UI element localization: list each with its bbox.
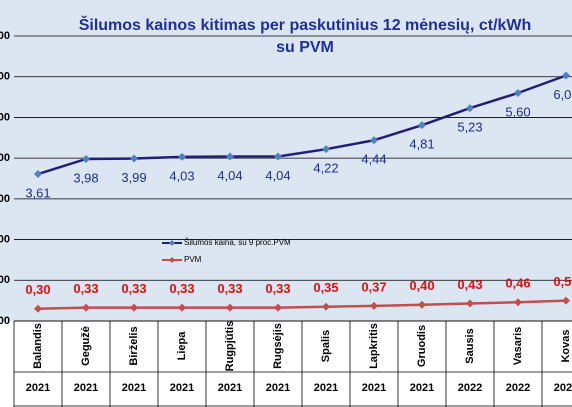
point	[82, 154, 90, 163]
x-tick-label: Gruodis	[416, 325, 428, 367]
y-tick-label: 0,00	[0, 315, 10, 327]
point	[226, 303, 234, 312]
point	[562, 296, 570, 305]
data-label: 0,40	[409, 278, 434, 293]
x-tick-label: Rugpjūtis	[224, 321, 236, 372]
chart-title: su PVM	[276, 39, 334, 56]
point	[178, 152, 186, 161]
point	[82, 303, 90, 312]
y-tick-label: 6,00	[0, 71, 10, 83]
point	[370, 301, 378, 310]
data-label: 0,50	[553, 274, 572, 289]
data-label: 0,30	[25, 282, 50, 297]
y-tick-label: 3,00	[0, 193, 10, 205]
data-label: 3,98	[73, 170, 98, 185]
year-label: 2021	[122, 382, 146, 394]
data-label: 4,04	[217, 168, 242, 183]
chart-title: Šilumos kainos kitimas per paskutinius 1…	[79, 15, 532, 34]
x-tick-label: Gegužė	[80, 326, 92, 366]
year-label: 2021	[218, 382, 242, 394]
point	[130, 303, 138, 312]
year-label: 2021	[170, 382, 194, 394]
x-tick-label: Vasaris	[512, 327, 524, 366]
x-tick-label: Liepa	[176, 331, 188, 361]
point	[466, 299, 474, 308]
data-label: 0,35	[313, 280, 338, 295]
data-label: 4,22	[313, 161, 338, 176]
plot-area	[0, 0, 572, 321]
y-tick-label: 5,00	[0, 111, 10, 123]
data-label: 0,33	[121, 281, 146, 296]
data-label: 4,03	[169, 168, 194, 183]
point	[466, 104, 474, 113]
point	[514, 89, 522, 97]
year-label: 2021	[314, 382, 338, 394]
point	[418, 121, 426, 130]
data-label: 4,04	[265, 168, 290, 183]
data-label: 0,37	[361, 279, 386, 294]
data-label: 0,33	[217, 281, 242, 296]
point	[418, 300, 426, 309]
x-tick-label: Spalis	[320, 330, 332, 362]
y-tick-label: 2,00	[0, 233, 10, 245]
data-label: 3,61	[25, 185, 50, 200]
data-label: 5,23	[457, 120, 482, 135]
point	[322, 302, 330, 311]
series-line	[37, 299, 567, 311]
legend-label: Šilumos kaina, su 9 proc.PVM	[184, 238, 291, 247]
point	[34, 304, 42, 313]
year-label: 2022	[506, 382, 530, 394]
data-label: 6,03	[553, 87, 572, 102]
point	[274, 303, 282, 312]
point	[178, 303, 186, 312]
x-tick-label: Kovas	[560, 329, 572, 362]
data-label: 4,44	[361, 152, 386, 167]
point	[322, 145, 330, 154]
data-label: 0,43	[457, 277, 482, 292]
point	[274, 152, 282, 161]
data-label: 4,81	[409, 137, 434, 152]
point	[34, 170, 42, 179]
year-label: 2021	[74, 382, 98, 394]
data-label: 0,33	[265, 281, 290, 296]
data-label: 3,99	[121, 170, 146, 185]
y-tick-label: 1,00	[0, 274, 10, 286]
point	[226, 152, 234, 161]
data-label: 0,46	[505, 276, 530, 291]
year-label: 2022	[554, 382, 572, 394]
data-label: 5,60	[505, 104, 530, 119]
y-tick-label: 7,00	[0, 30, 10, 42]
x-tick-label: Balandis	[32, 323, 44, 369]
y-tick-label: 4,00	[0, 152, 10, 164]
series-line	[37, 74, 567, 176]
year-label: 2021	[26, 382, 50, 394]
point	[370, 136, 378, 145]
x-tick-label: Lapkritis	[368, 323, 380, 369]
data-label: 0,33	[73, 281, 98, 296]
data-label: 0,33	[169, 281, 194, 296]
year-label: 2021	[266, 382, 290, 394]
legend-marker	[169, 240, 175, 246]
point	[562, 71, 570, 80]
x-tick-label: Birželis	[128, 326, 140, 365]
x-tick-label: Sausis	[464, 328, 476, 363]
year-label: 2021	[410, 382, 434, 394]
legend-marker	[169, 257, 175, 263]
legend-label: PVM	[184, 255, 202, 264]
year-label: 2022	[458, 382, 482, 394]
point	[130, 154, 138, 163]
year-label: 2021	[362, 382, 386, 394]
point	[514, 298, 522, 307]
x-tick-label: Rugsėjis	[272, 323, 284, 369]
